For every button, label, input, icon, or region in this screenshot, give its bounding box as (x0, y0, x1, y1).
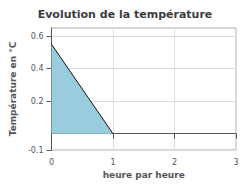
svg-text:heure par heure: heure par heure (103, 170, 185, 180)
svg-text:Température en °C: Température en °C (8, 41, 18, 136)
svg-text:Evolution de la température: Evolution de la température (38, 8, 213, 21)
svg-text:2: 2 (172, 158, 177, 167)
svg-text:1: 1 (110, 158, 115, 167)
svg-text:0.4: 0.4 (31, 64, 44, 73)
svg-text:3: 3 (233, 158, 238, 167)
svg-text:-0.1: -0.1 (28, 146, 44, 155)
svg-text:0: 0 (49, 158, 54, 167)
svg-text:0.6: 0.6 (31, 32, 44, 41)
svg-text:0.2: 0.2 (31, 97, 44, 106)
